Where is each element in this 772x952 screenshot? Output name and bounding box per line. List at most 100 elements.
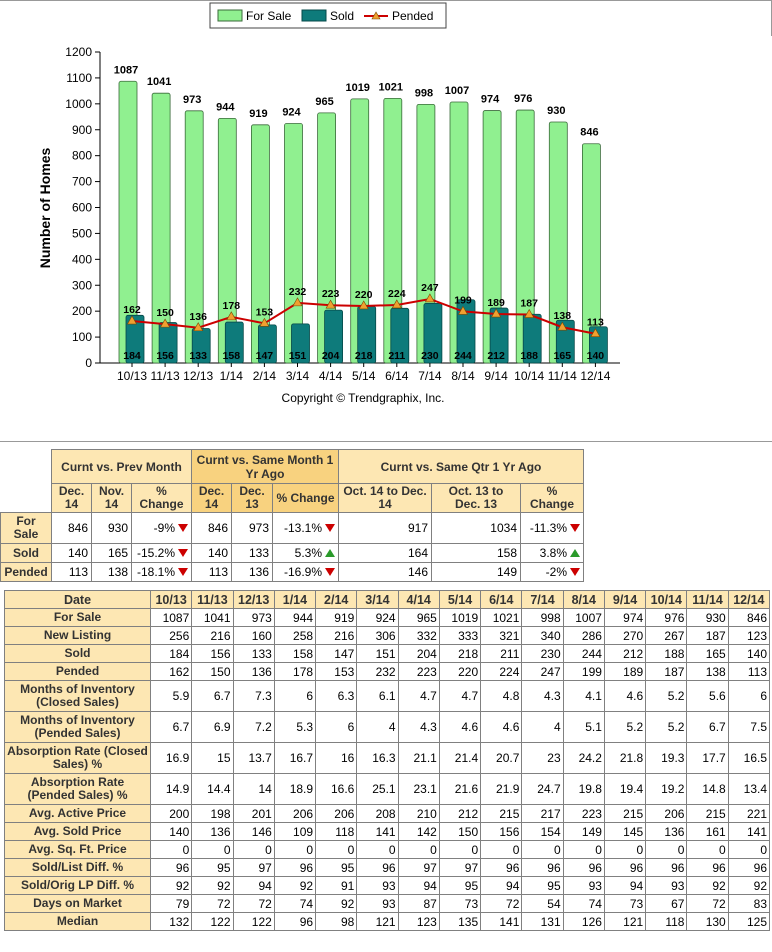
detail-value: 974 — [603, 608, 647, 627]
for-sale-value-label: 1019 — [345, 82, 369, 94]
detail-row: Sold/List Diff. % 96 95 97 96 95 96 97 97 96 96 96 9… — [4, 858, 771, 877]
y-tick-label: 900 — [72, 123, 92, 137]
detail-value: 21.9 — [480, 773, 523, 805]
detail-value: 151 — [356, 644, 399, 663]
comparison-value: 5.3% — [272, 543, 339, 563]
detail-value: 0 — [397, 840, 440, 859]
detail-value: 4.8 — [480, 680, 523, 712]
pended-marker — [160, 318, 171, 328]
detail-value: 924 — [356, 608, 399, 627]
y-tick-label: 1200 — [65, 45, 92, 59]
for-sale-value-label: 973 — [183, 94, 201, 106]
detail-value: 0 — [438, 840, 482, 859]
detail-row: Sold/Orig LP Diff. % 92 92 94 92 91 93 94 95 94 95… — [4, 876, 771, 895]
detail-value: 92 — [149, 876, 193, 895]
detail-value: 6.3 — [315, 680, 358, 712]
detail-value: 286 — [562, 626, 605, 645]
detail-row-label: New Listing — [4, 626, 151, 645]
comparison-value: 140 — [51, 543, 92, 563]
detail-value: 201 — [232, 804, 275, 823]
detail-value: 122 — [232, 912, 275, 931]
comparison-value: 113 — [51, 562, 92, 582]
detail-value: 5.9 — [149, 680, 193, 712]
detail-value: 321 — [480, 626, 523, 645]
detail-row: Sold 184 156 133 158 147 151 204 218 211 230 244 212… — [4, 644, 771, 663]
detail-header-month: 8/14 — [562, 590, 605, 609]
x-tick-label: 10/13 — [117, 369, 147, 383]
detail-value: 126 — [562, 912, 605, 931]
detail-value: 19.4 — [603, 773, 647, 805]
detail-value: 212 — [603, 644, 647, 663]
for-sale-value-label: 1087 — [114, 64, 138, 76]
detail-value: 215 — [480, 804, 523, 823]
detail-value: 73 — [438, 894, 482, 913]
detail-value: 14.9 — [149, 773, 193, 805]
for-sale-value-label: 924 — [282, 107, 301, 119]
detail-value: 210 — [397, 804, 440, 823]
detail-row: Months of Inventory (Pended Sales) 6.7 6.9… — [4, 711, 771, 743]
detail-value: 200 — [149, 804, 193, 823]
pct-change-wrap: -9% — [135, 521, 188, 535]
detail-value: 6 — [727, 680, 771, 712]
detail-value: 96 — [273, 858, 317, 877]
comparison-subheader: Dec. 14 — [191, 483, 232, 513]
detail-header-month: 7/14 — [521, 590, 564, 609]
y-tick-label: 700 — [72, 175, 92, 189]
detail-value: 149 — [562, 822, 605, 841]
x-tick-label: 10/14 — [514, 369, 544, 383]
detail-value: 178 — [273, 662, 317, 681]
y-tick-label: 400 — [72, 252, 92, 266]
for-sale-value-label: 1041 — [147, 76, 171, 88]
detail-value: 161 — [686, 822, 729, 841]
arrow-up-icon — [325, 549, 335, 557]
detail-value: 4 — [521, 711, 564, 743]
pct-change-value: -11.3% — [529, 521, 567, 535]
comparison-subheader: Oct. 13 to Dec. 13 — [431, 483, 521, 513]
detail-value: 72 — [232, 894, 275, 913]
for-sale-bar — [184, 110, 204, 364]
detail-value: 220 — [438, 662, 482, 681]
detail-value: 118 — [645, 912, 688, 931]
sold-value-label: 218 — [355, 350, 373, 362]
detail-row-label: Sold/List Diff. % — [4, 858, 151, 877]
detail-value: 188 — [645, 644, 688, 663]
detail-value: 94 — [603, 876, 647, 895]
comparison-group-header: Curnt vs. Same Month 1 Yr Ago — [191, 449, 339, 484]
detail-value: 93 — [645, 876, 688, 895]
detail-value: 4.7 — [397, 680, 440, 712]
detail-header-month: 4/14 — [397, 590, 440, 609]
detail-value: 130 — [686, 912, 729, 931]
pct-change-wrap: -2% — [524, 565, 580, 579]
detail-value: 965 — [397, 608, 440, 627]
sold-bar — [158, 322, 178, 364]
detail-value: 95 — [521, 876, 564, 895]
pended-value-label: 232 — [289, 286, 307, 298]
detail-value: 1019 — [438, 608, 482, 627]
pended-value-label: 136 — [189, 311, 207, 323]
pended-value-label: 199 — [454, 294, 472, 306]
sold-value-label: 204 — [322, 350, 340, 362]
comparison-row: Pended 113 138 -18.1% 113 136 -16.9% 146 149 -2% — [0, 562, 584, 582]
detail-row-label: Months of Inventory (Closed Sales) — [4, 680, 151, 712]
arrow-down-icon — [570, 524, 580, 532]
y-tick-label: 800 — [72, 149, 92, 163]
detail-value: 92 — [315, 894, 358, 913]
detail-value: 184 — [149, 644, 193, 663]
for-sale-value-label: 1021 — [379, 81, 403, 93]
sold-value-label: 158 — [223, 350, 241, 362]
detail-header-month: 10/14 — [645, 590, 688, 609]
detail-row: Absorption Rate (Closed Sales) % 16.9 15 13… — [4, 742, 771, 774]
detail-value: 16.6 — [315, 773, 358, 805]
pct-change-value: -13.1% — [283, 521, 322, 535]
top-rule — [0, 0, 772, 1]
y-tick-label: 1000 — [65, 97, 92, 111]
sold-bar — [125, 314, 145, 364]
detail-value: 4.6 — [438, 711, 482, 743]
detail-value: 16.7 — [273, 742, 317, 774]
sold-value-label: 244 — [454, 350, 472, 362]
comparison-value: 1034 — [431, 512, 521, 544]
detail-value: 138 — [686, 662, 729, 681]
detail-value: 267 — [645, 626, 688, 645]
detail-value: 147 — [315, 644, 358, 663]
sold-bar — [291, 323, 310, 364]
